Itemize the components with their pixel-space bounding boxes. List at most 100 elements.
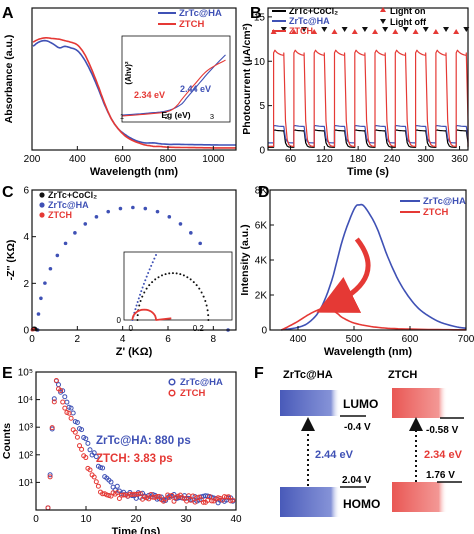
e-data-point-ztch: [72, 429, 78, 435]
right-material-title: ZTCH: [388, 369, 417, 381]
d-xtick-label: 700: [458, 334, 474, 345]
b-xtick-label: 120: [316, 154, 333, 165]
c-inset-point-zrtc-ha: [155, 253, 158, 256]
d-xtick-label: 500: [346, 334, 363, 345]
c-data-point-zrtc-ha: [73, 231, 77, 235]
e-legend-marker: [168, 389, 176, 397]
c-inset-line-ztch: [131, 308, 172, 321]
c-data-point-zrtc-ha: [36, 312, 41, 316]
c-inset-point-zrtc-cocl2: [145, 287, 148, 290]
e-data-point-zrtc-ha: [79, 427, 85, 433]
c-inset-point-zrtc-cocl2: [207, 314, 210, 317]
b-light-off-marker: [301, 26, 308, 32]
e-data-point-ztch: [77, 443, 82, 449]
c-legend-marker: [39, 192, 45, 198]
e-legend-label: ZTCH: [180, 388, 205, 399]
c-xtick-label: 6: [165, 334, 171, 345]
a-legend-label: ZrTc@HA: [179, 8, 222, 19]
right-homo-block: [392, 482, 447, 512]
c-inset-ytick-label: 0: [117, 316, 122, 325]
e-data-point-zrtc-ha: [85, 440, 91, 446]
e-legend-marker: [168, 378, 176, 386]
right-lumo-block: [392, 388, 447, 418]
e-ytick-label: 10²: [19, 450, 34, 461]
b-legend-light-off-label: Light off: [390, 17, 427, 27]
c-data-point-zrtc-ha: [167, 215, 172, 219]
c-inset-point-zrtc-ha: [140, 290, 143, 293]
e-data-point-zrtc-ha: [56, 382, 61, 388]
e-data-point-zrtc-ha: [91, 450, 97, 456]
e-data-point-ztch: [51, 399, 57, 405]
a-xtick-label: 600: [114, 154, 131, 165]
b-light-on-marker: [432, 28, 439, 34]
c-inset-point-zrtc-ha: [144, 279, 147, 282]
c-inset-point-zrtc-cocl2: [200, 291, 203, 294]
e-ytick-label: 10⁴: [18, 395, 33, 406]
b-light-off-marker: [361, 26, 368, 32]
right-homo-potential: 1.76 V: [426, 470, 455, 481]
d-xtick-label: 600: [402, 334, 419, 345]
e-data-point-ztch: [114, 490, 120, 496]
c-inset-point-zrtc-cocl2: [195, 284, 198, 287]
e-data-point-zrtc-ha: [83, 436, 89, 442]
left-lumo-block: [280, 390, 340, 416]
b-yaxis-title: Photocurrent (μA/cm²): [241, 23, 253, 134]
c-inset-point-zrtc-ha: [153, 257, 156, 260]
c-inset-point-zrtc-ha: [137, 297, 140, 300]
c-inset-point-zrtc-ha: [139, 293, 142, 296]
e-data-point-ztch: [60, 399, 66, 405]
e-data-point-ztch: [74, 434, 80, 440]
c-inset-point-zrtc-cocl2: [139, 299, 142, 302]
left-material-title: ZrTc@HA: [283, 369, 333, 381]
d-ytick-label: 6K: [255, 221, 268, 232]
c-inset-point-zrtc-cocl2: [192, 281, 195, 284]
e-xtick-label: 30: [180, 514, 192, 525]
c-data-point-zrtc-ha: [155, 209, 160, 214]
e-data-point-ztch: [45, 505, 51, 511]
c-inset-point-zrtc-cocl2: [206, 309, 209, 312]
a-inset-xtick-label: 3: [210, 112, 214, 121]
c-data-point-zrtc-ha: [143, 206, 148, 211]
e-xtick-label: 10: [80, 514, 92, 525]
c-xtick-label: 0: [29, 334, 35, 345]
b-legend-label: ZTCH: [289, 26, 313, 36]
e-data-point-ztch: [146, 496, 152, 502]
c-inset-point-zrtc-ha: [148, 268, 151, 271]
e-data-point-zrtc-ha: [47, 472, 53, 478]
e-data-point-ztch: [190, 493, 196, 499]
b-xaxis-title: Time (s): [347, 166, 389, 178]
e-ytick-label: 10⁵: [18, 368, 33, 379]
panel-d: D 400 500 600 700 0 2K 4K 6K 8K Wavelength (nm) Int…: [239, 184, 474, 358]
a-xtick-label: 200: [24, 154, 41, 165]
e-legend-label: ZrTc@HA: [180, 377, 223, 388]
b-light-off-marker: [443, 26, 450, 32]
c-inset-point-zrtc-ha: [147, 272, 150, 275]
c-inset-point-zrtc-cocl2: [204, 299, 207, 302]
b-legend-light-on-label: Light on: [390, 6, 426, 16]
c-inset-point-zrtc-ha: [150, 264, 153, 267]
e-data-point-ztch: [135, 491, 141, 497]
b-xtick-label: 240: [384, 154, 401, 165]
lumo-label: LUMO: [343, 397, 378, 411]
e-data-point-ztch: [142, 494, 148, 500]
e-annotation-ztch: ZTCH: 3.83 ps: [96, 453, 173, 465]
e-data-point-ztch: [62, 405, 68, 411]
e-data-point-zrtc-ha: [64, 399, 70, 405]
e-data-point-zrtc-ha: [62, 394, 68, 400]
e-data-point-ztch: [154, 493, 160, 499]
c-ytick-label: 2: [23, 279, 29, 290]
e-data-point-ztch: [207, 494, 213, 500]
c-ytick-label: 6: [23, 186, 29, 197]
b-xtick-label: 300: [417, 154, 434, 165]
e-data-point-zrtc-ha: [70, 410, 76, 416]
c-inset-frame: [123, 251, 233, 321]
b-light-off-marker: [422, 26, 429, 32]
e-data-point-ztch: [83, 455, 89, 461]
d-ytick-label: 0: [261, 326, 267, 337]
a-legend-label: ZTCH: [179, 19, 204, 30]
panel-label-e: E: [2, 365, 13, 382]
e-data-point-ztch: [95, 483, 101, 489]
c-data-point-zrtc-ha: [83, 222, 88, 226]
c-inset-point-zrtc-cocl2: [189, 278, 192, 281]
